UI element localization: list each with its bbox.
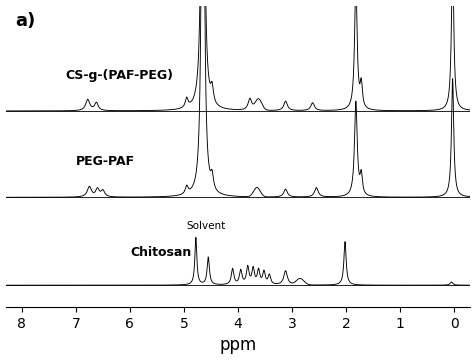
- Text: Solvent: Solvent: [186, 221, 225, 231]
- Text: a): a): [15, 12, 35, 30]
- Text: CS-g-(PAF-PEG): CS-g-(PAF-PEG): [65, 69, 173, 82]
- X-axis label: ppm: ppm: [219, 337, 257, 355]
- Text: Chitosan: Chitosan: [130, 246, 191, 259]
- Text: PEG-PAF: PEG-PAF: [76, 155, 135, 168]
